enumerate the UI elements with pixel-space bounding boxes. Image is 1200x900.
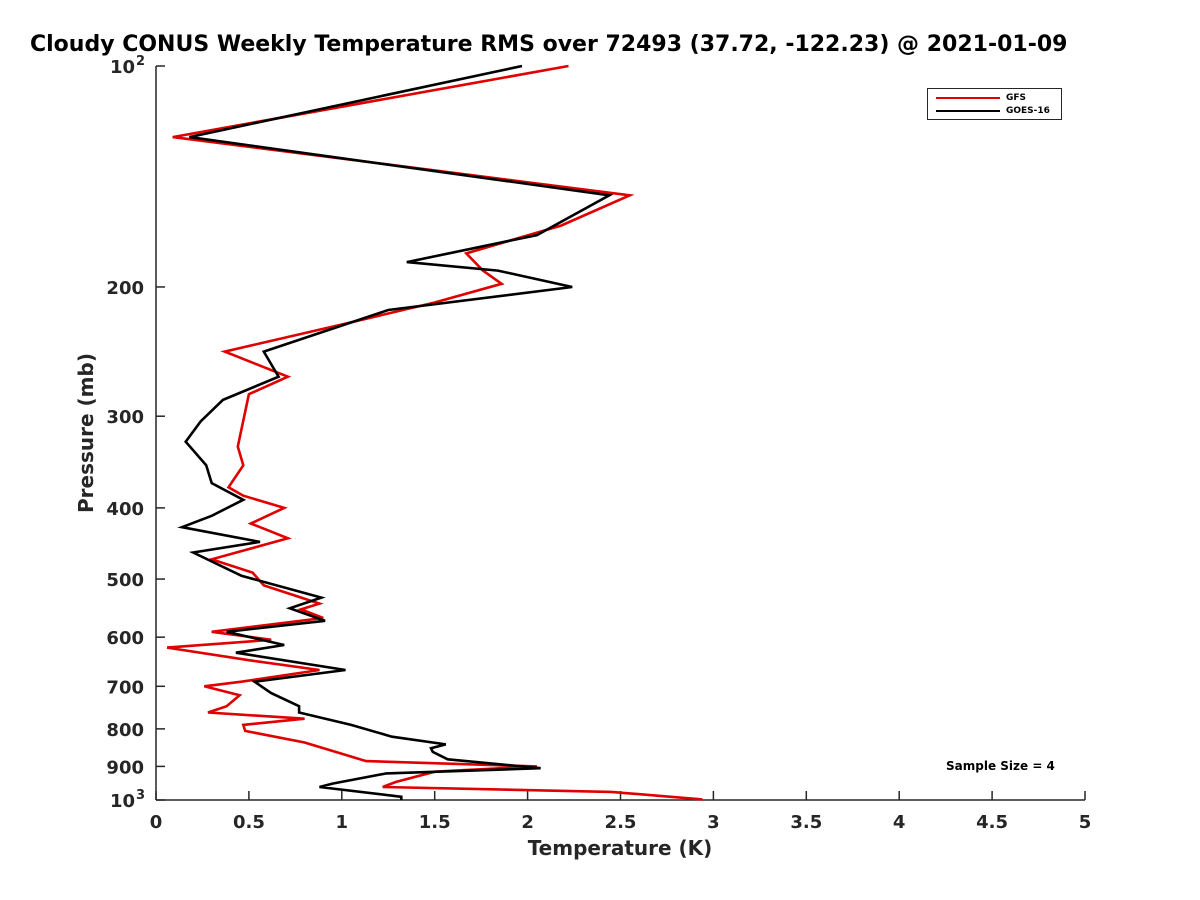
y-tick-label: 10 bbox=[110, 57, 135, 78]
y-axis-label: Pressure (mb) bbox=[74, 353, 98, 513]
sample-size-annotation: Sample Size = 4 bbox=[946, 759, 1055, 773]
y-tick-label: 10 bbox=[110, 791, 135, 812]
series-line-gfs bbox=[166, 64, 703, 801]
y-tick-label: 900 bbox=[106, 757, 144, 778]
legend: GFS GOES-16 bbox=[927, 88, 1062, 120]
x-tick-label: 2.5 bbox=[605, 812, 637, 833]
x-tick-label: 1 bbox=[336, 812, 349, 833]
y-tick-label: 200 bbox=[106, 278, 144, 299]
x-tick-label: 4 bbox=[893, 812, 906, 833]
y-tick-label: 300 bbox=[106, 407, 144, 428]
x-tick-label: 4.5 bbox=[976, 812, 1008, 833]
y-tick-exponent: 2 bbox=[136, 54, 145, 69]
legend-swatch-gfs bbox=[936, 97, 1000, 99]
x-tick-label: 0.5 bbox=[233, 812, 265, 833]
y-tick-label: 700 bbox=[106, 677, 144, 698]
legend-label-goes16: GOES-16 bbox=[1006, 106, 1050, 116]
x-axis-label: Temperature (K) bbox=[527, 836, 713, 860]
x-tick-label: 5 bbox=[1079, 812, 1092, 833]
legend-swatch-goes16 bbox=[936, 110, 1000, 112]
x-tick-label: 3.5 bbox=[790, 812, 822, 833]
x-tick-label: 0 bbox=[150, 812, 163, 833]
y-tick-label: 800 bbox=[106, 720, 144, 741]
series-line-goes16 bbox=[177, 64, 614, 800]
legend-entry-goes16: GOES-16 bbox=[936, 104, 1050, 118]
y-tick-label: 400 bbox=[106, 499, 144, 520]
y-tick-exponent: 3 bbox=[136, 788, 145, 803]
x-tick-label: 3 bbox=[707, 812, 720, 833]
y-tick-label: 500 bbox=[106, 570, 144, 591]
x-tick-label: 1.5 bbox=[419, 812, 451, 833]
legend-label-gfs: GFS bbox=[1006, 93, 1027, 103]
legend-entry-gfs: GFS bbox=[936, 91, 1026, 105]
y-tick-label: 600 bbox=[106, 628, 144, 649]
x-tick-label: 2 bbox=[521, 812, 534, 833]
chart-title: Cloudy CONUS Weekly Temperature RMS over… bbox=[30, 32, 1068, 57]
